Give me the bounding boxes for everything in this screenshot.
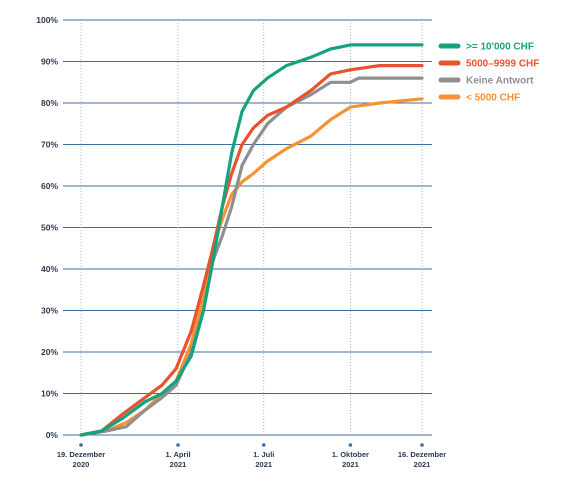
x-tick-dot (420, 443, 424, 447)
x-tick-dot (348, 443, 353, 447)
x-tick-label: 1. April (165, 450, 190, 459)
x-tick-year: 2021 (414, 460, 431, 469)
y-tick-label: 70% (41, 140, 58, 150)
y-tick-label: 20% (41, 347, 58, 357)
y-tick-label: 80% (41, 98, 58, 108)
y-tick-label: 30% (41, 306, 58, 316)
grid (63, 19, 432, 436)
legend-label: 5000–9999 CHF (466, 59, 539, 70)
x-tick-year: 2021 (170, 460, 187, 469)
series-line (79, 76, 424, 437)
y-tick-label: 10% (41, 389, 58, 399)
y-tick-label: 40% (41, 264, 58, 274)
y-tick-label: 0% (46, 430, 59, 440)
x-tick-year: 2021 (255, 460, 272, 469)
series-line (79, 63, 424, 437)
x-tick-dot (79, 443, 83, 447)
x-tick-label: 19. Dezember (57, 450, 105, 459)
legend: >= 10'000 CHF 5000–9999 CHF Keine Antwort <… (438, 42, 539, 104)
series-line (79, 43, 424, 437)
x-tick-year: 2021 (342, 460, 359, 469)
y-tick-label: 90% (41, 57, 58, 67)
x-tick-year: 2020 (73, 460, 90, 469)
x-tick-label: 16. Dezember (398, 450, 446, 459)
legend-label: < 5000 CHF (466, 93, 520, 104)
y-tick-label: 60% (41, 181, 58, 191)
x-tick-label: 1. Oktober (332, 450, 369, 459)
y-tick-label: 100% (36, 15, 58, 25)
x-tick-dot (261, 443, 266, 447)
x-tick-label: 1. Juli (253, 450, 274, 459)
series-lines (79, 43, 424, 437)
legend-label: >= 10'000 CHF (466, 42, 534, 53)
y-axis-ticks: 0% 10% 20% 30% 40% 50% 60% 70% 80% 90% 100% (36, 15, 58, 440)
x-tick-dot (176, 443, 180, 447)
y-tick-label: 50% (41, 223, 58, 233)
legend-label: Keine Antwort (466, 76, 534, 87)
